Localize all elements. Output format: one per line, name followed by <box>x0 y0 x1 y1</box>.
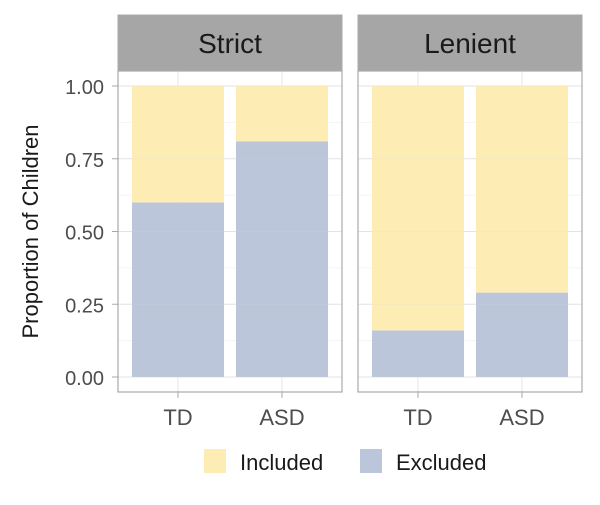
bar-excluded-lenient-td <box>372 330 464 377</box>
bar-excluded-strict-asd <box>236 141 328 377</box>
bar-included-strict-td <box>132 86 224 203</box>
bar-included-lenient-asd <box>476 86 568 293</box>
facet-title: Lenient <box>424 28 516 59</box>
x-tick-label: ASD <box>259 405 304 430</box>
y-tick-label: 0.50 <box>65 223 104 245</box>
legend-label: Excluded <box>396 450 487 475</box>
x-tick-label: TD <box>403 405 432 430</box>
y-tick-label: 0.75 <box>65 150 104 172</box>
legend-label: Included <box>240 450 323 475</box>
bar-excluded-lenient-asd <box>476 292 568 377</box>
bar-included-lenient-td <box>372 86 464 331</box>
facet-strip <box>117 14 343 72</box>
bar-included-strict-asd <box>236 86 328 142</box>
y-tick-label: 1.00 <box>65 77 104 99</box>
legend-key-excluded <box>360 449 382 473</box>
legend-key-included <box>204 449 226 473</box>
x-tick-label: TD <box>163 405 192 430</box>
facet-title: Strict <box>198 28 262 59</box>
y-tick-label: 0.25 <box>65 295 104 317</box>
y-tick-label: 0.00 <box>65 368 104 390</box>
y-axis-title: Proportion of Children <box>18 124 43 338</box>
x-tick-label: ASD <box>499 405 544 430</box>
facet-strip <box>357 14 583 72</box>
bar-excluded-strict-td <box>132 202 224 377</box>
